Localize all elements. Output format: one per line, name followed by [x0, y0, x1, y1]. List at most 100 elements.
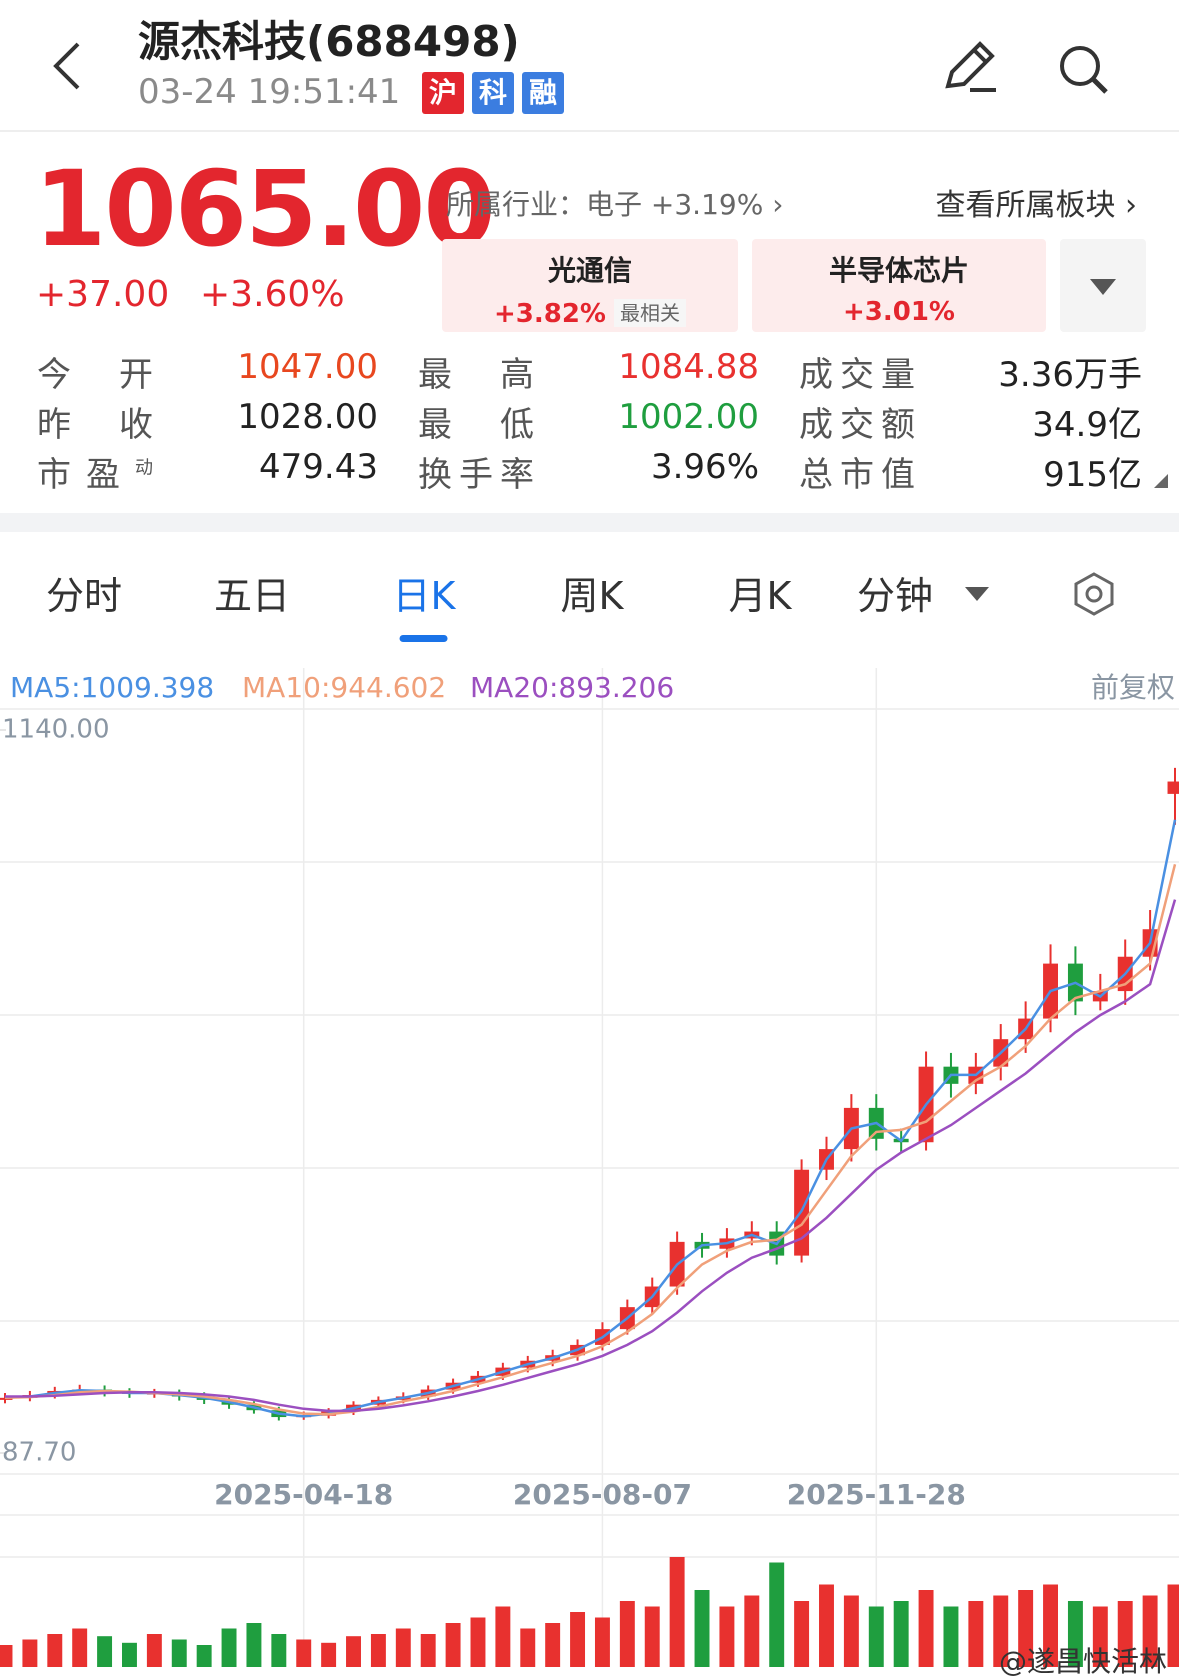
ma-line [5, 899, 1177, 1413]
volume-bar [993, 1595, 1009, 1667]
stat-label: 最低 [418, 397, 534, 446]
stat: 总市值 915亿 [799, 447, 1142, 496]
volume-bar [271, 1634, 287, 1667]
tab-dropdown [965, 587, 989, 601]
volume-bar [794, 1601, 810, 1667]
stat-label-text: 换手率 [418, 454, 534, 495]
stat-label: 成交额 [799, 397, 915, 446]
volume-bar [893, 1601, 909, 1667]
stat-value: 1047.00 [237, 346, 378, 387]
badge: 科 [472, 72, 514, 114]
back-button[interactable] [52, 40, 82, 92]
volume-bar [0, 1645, 13, 1667]
separator [0, 513, 1179, 532]
tab[interactable]: 日K [393, 565, 455, 642]
search-button[interactable] [1056, 42, 1112, 98]
volume-bar [196, 1645, 212, 1667]
stat-label-text: 今开 [37, 354, 153, 395]
volume-bar [420, 1634, 436, 1667]
stat-value: 915亿 [1043, 454, 1142, 495]
y-tick-label: 87.70 [2, 1438, 76, 1468]
volume-bar [1092, 1606, 1108, 1667]
volume-bar [146, 1634, 162, 1667]
volume-bar [72, 1628, 88, 1667]
stat-value: 3.36万手 [998, 354, 1142, 395]
volume-bar [346, 1636, 361, 1667]
stat: 成交额 34.9亿 [799, 397, 1142, 446]
stat-value: 1028.00 [237, 396, 378, 437]
settings-button[interactable] [1072, 572, 1116, 616]
volume-bar [694, 1590, 710, 1667]
volume-bar [570, 1612, 586, 1667]
watermark: @遂昌快活林 [998, 1645, 1167, 1678]
stat-value: 34.9亿 [1032, 404, 1142, 445]
tab[interactable]: 五日 [213, 574, 291, 618]
tab[interactable]: 分钟 [856, 574, 934, 618]
volume-bar [968, 1601, 984, 1667]
volume-bar [843, 1595, 859, 1667]
stat: 成交量 3.36万手 [799, 347, 1142, 396]
badge: 沪 [422, 72, 464, 114]
volume-bar [171, 1639, 187, 1667]
stat-label-text: 昨收 [37, 404, 153, 445]
volume-bar [221, 1628, 237, 1667]
volume-bar [545, 1623, 561, 1667]
volume-bar [619, 1601, 635, 1667]
dropdown-icon [1090, 279, 1116, 295]
ma-line [4, 819, 1177, 1418]
volume-bar [868, 1606, 884, 1667]
more-sectors[interactable] [1060, 239, 1146, 332]
volume-bar [1167, 1584, 1179, 1667]
volume-bar [246, 1623, 262, 1667]
stats: 今开 1047.00 最高 1084.88 成交量 3.36万手昨收 1028.00 最低 10… [37, 346, 1142, 496]
x-tick-label: 2025-11-28 [787, 1478, 966, 1511]
volume-bar [495, 1606, 511, 1667]
sector-name: 半导体芯片 [828, 254, 969, 287]
industry[interactable]: 所属行业：电子 +3.19% › [446, 188, 784, 221]
legend-entry: MA5:1009.398 [10, 671, 214, 704]
stat-label: 换手率 [418, 447, 534, 496]
stat-label: 今开 [37, 347, 153, 396]
edit-button[interactable] [940, 40, 1000, 96]
volume-bar [1018, 1590, 1034, 1667]
volume-bar [321, 1642, 337, 1667]
volume-bar [445, 1623, 461, 1667]
sector-card[interactable]: 光通信 +3.82% 最相关 [442, 239, 738, 332]
stat-label-text: 最低 [418, 404, 534, 445]
volume-bar [47, 1634, 63, 1667]
expand-icon[interactable] [1154, 474, 1168, 488]
tab[interactable]: 周K [560, 574, 624, 618]
stat-value: 3.96% [650, 446, 759, 487]
stats-row: 今开 1047.00 最高 1084.88 成交量 3.36万手 [37, 346, 1142, 396]
stat: 最高 1084.88 [418, 347, 799, 396]
stats-row: 昨收 1028.00 最低 1002.00 成交额 34.9亿 [37, 396, 1142, 446]
volume-bar [470, 1617, 486, 1667]
adjust-label[interactable]: 前复权 [1091, 671, 1175, 704]
price: 1065.00 [34, 148, 496, 270]
tabs: 分时 五日 日K 周K 月K 分钟 [0, 565, 1179, 645]
sector-card[interactable]: 半导体芯片 +3.01% [752, 239, 1046, 332]
volume-bar [520, 1628, 536, 1667]
badges: 沪科融 [422, 72, 564, 114]
legend-entry: MA10:944.602 [242, 671, 446, 704]
volume-bar [669, 1557, 685, 1667]
volume-bar [22, 1639, 38, 1667]
sector-link[interactable]: 查看所属板块 › [935, 188, 1137, 223]
tab[interactable]: 分时 [45, 574, 123, 618]
volume-bar [395, 1628, 411, 1667]
stat-label: 最高 [418, 347, 534, 396]
stat-label-sup: 动 [135, 457, 153, 479]
volume-bar [769, 1562, 785, 1667]
quote-time: 03-24 19:51:41 [138, 72, 401, 112]
stat-label: 成交量 [799, 347, 915, 396]
price-change: +37.00 [36, 274, 170, 315]
volume-bar [1117, 1601, 1133, 1667]
header-bar [0, 0, 1179, 132]
volume-bar [744, 1595, 760, 1667]
industry-text: 所属行业：电子 +3.19% [446, 188, 764, 221]
x-tick-label: 2025-04-18 [214, 1478, 393, 1511]
sector-link-text: 查看所属板块 [935, 188, 1116, 223]
tab[interactable]: 月K [728, 574, 792, 618]
